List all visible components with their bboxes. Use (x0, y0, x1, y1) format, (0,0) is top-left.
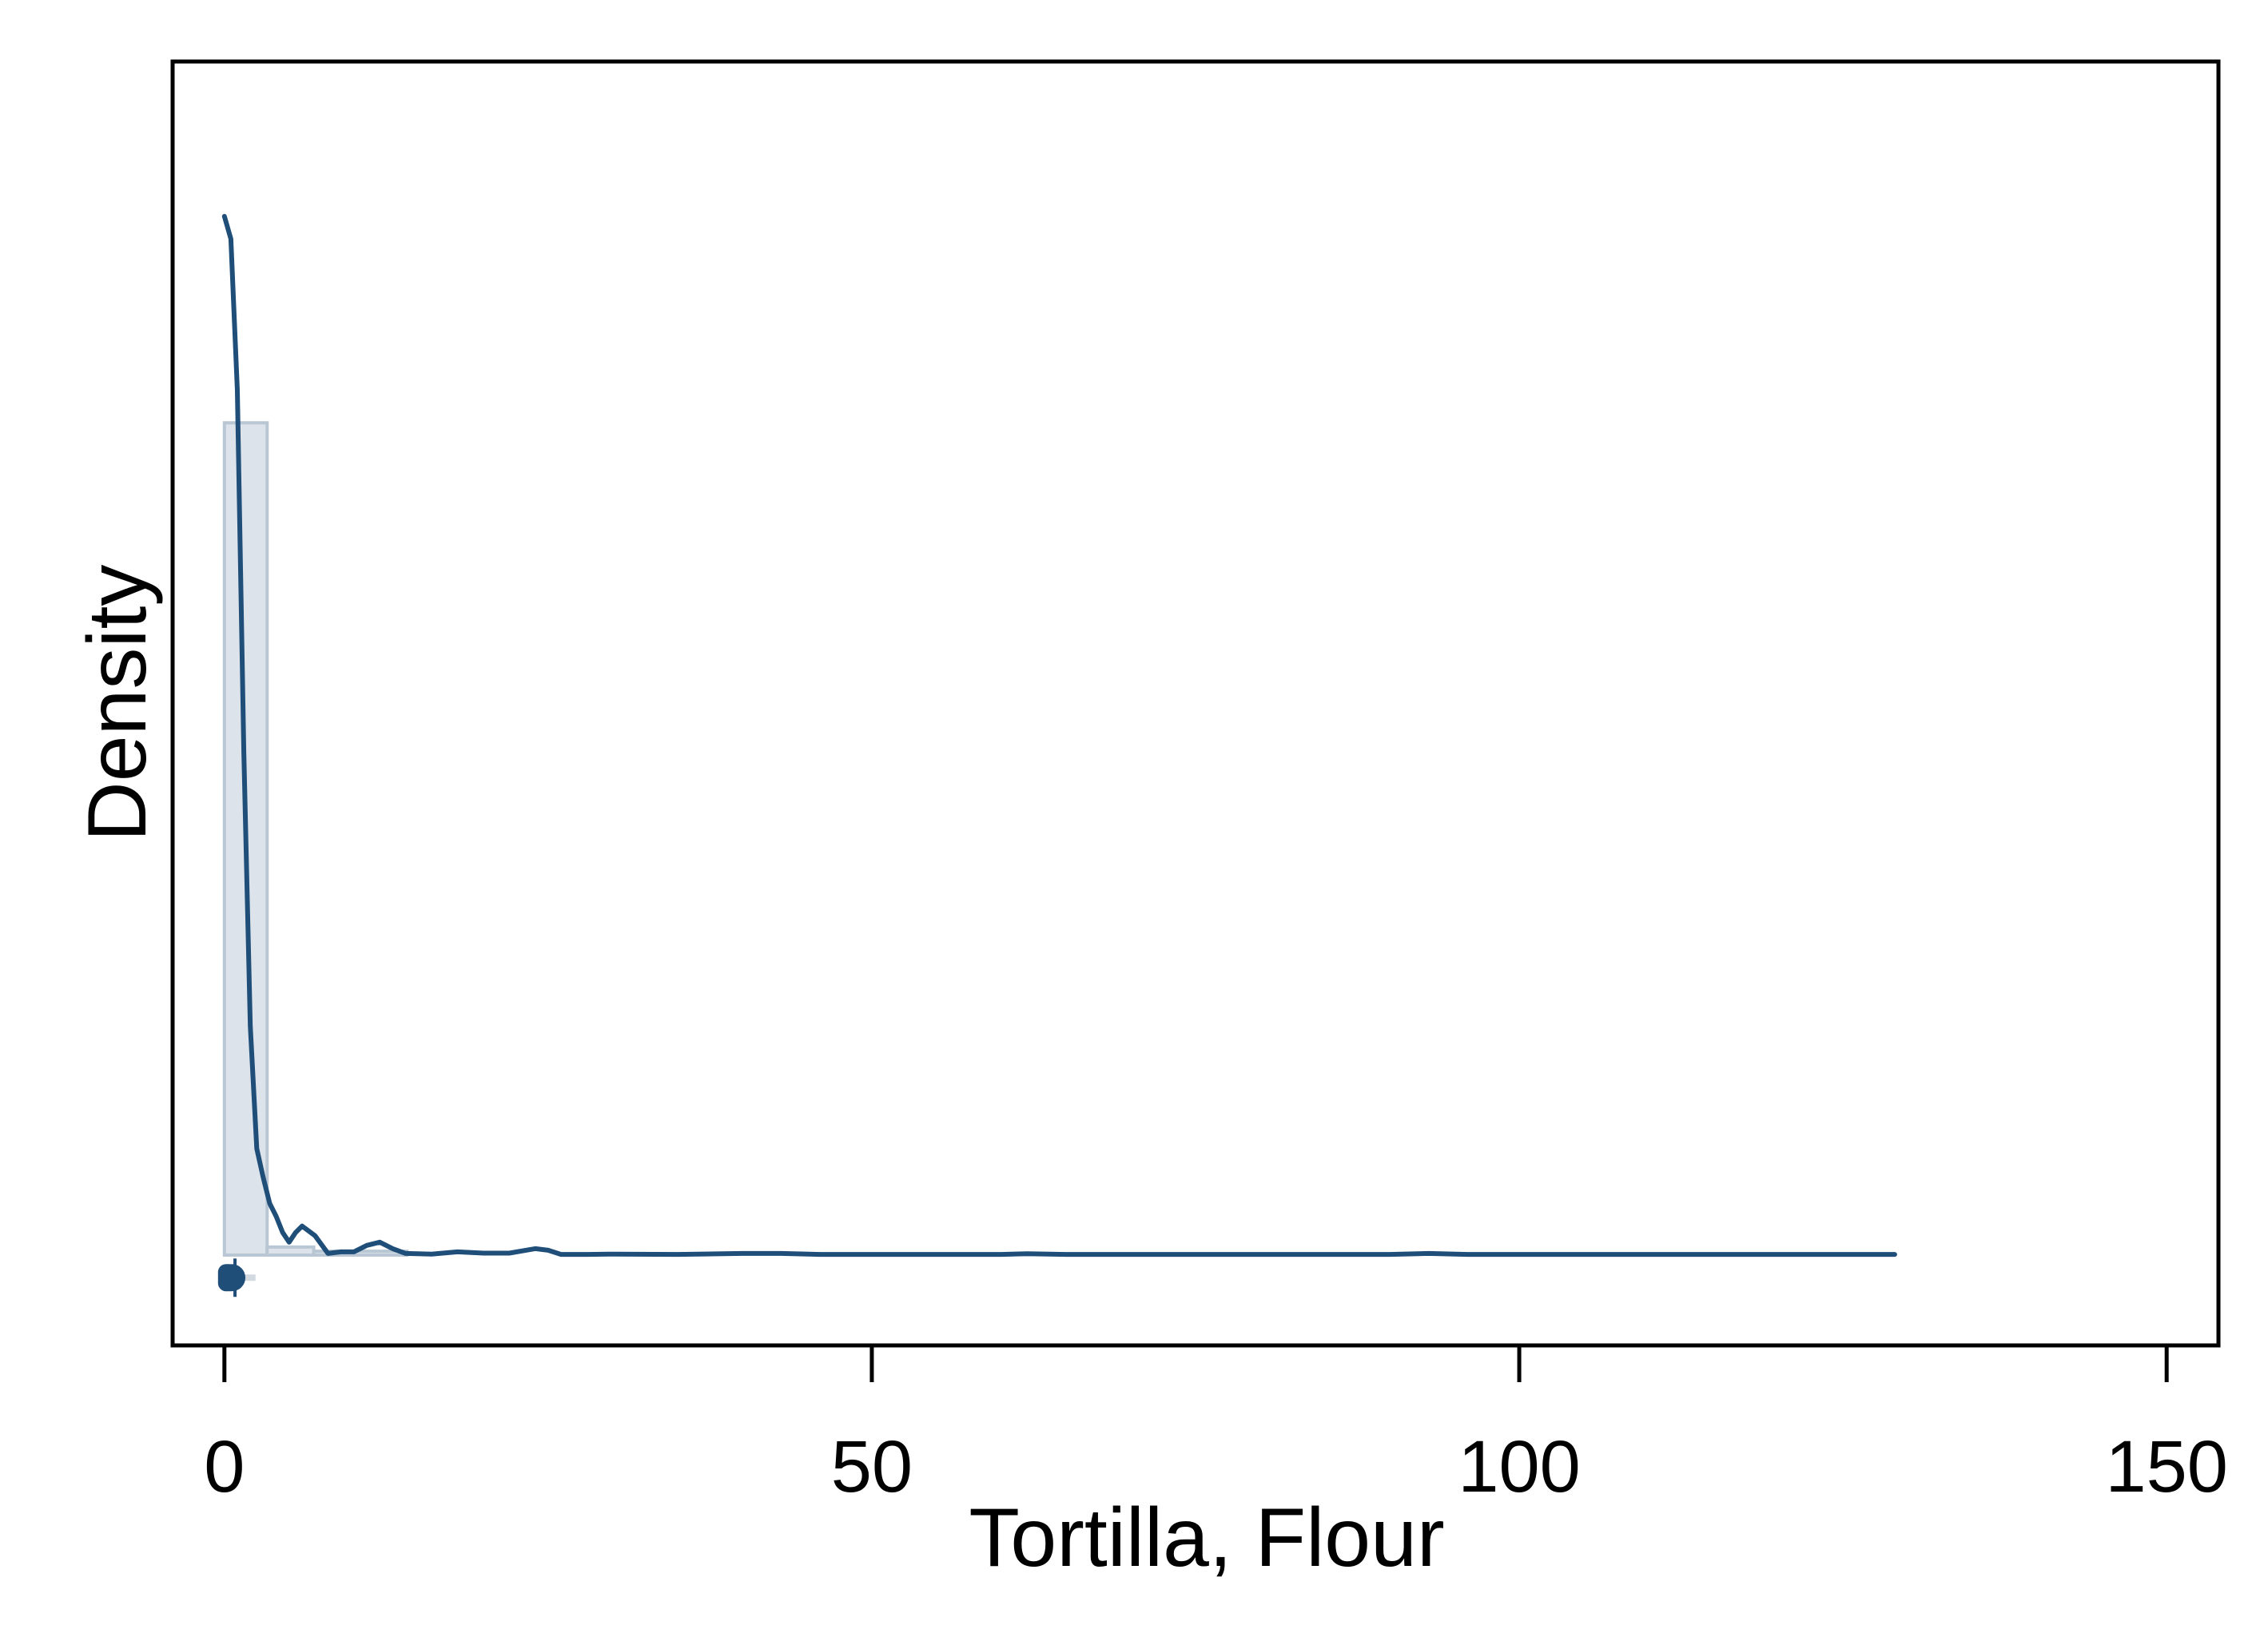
x-tick-label: 100 (1458, 1426, 1581, 1508)
boxplot (217, 1258, 256, 1297)
plot-frame (170, 59, 2221, 1348)
x-tick-label: 50 (831, 1426, 913, 1508)
histogram-bar (222, 421, 269, 1257)
y-axis-title: Density (71, 565, 164, 842)
histogram-bar (265, 1245, 316, 1257)
histogram-bars (222, 421, 409, 1257)
boxplot-median-marker (218, 1264, 246, 1292)
x-axis-title: Tortilla, Flour (969, 1492, 1444, 1584)
density-curve (221, 213, 1897, 1258)
x-tick-label: 150 (2105, 1426, 2228, 1508)
x-axis-ticks: 0 50 100 150 (204, 1345, 2228, 1508)
x-tick-label: 0 (204, 1426, 245, 1508)
